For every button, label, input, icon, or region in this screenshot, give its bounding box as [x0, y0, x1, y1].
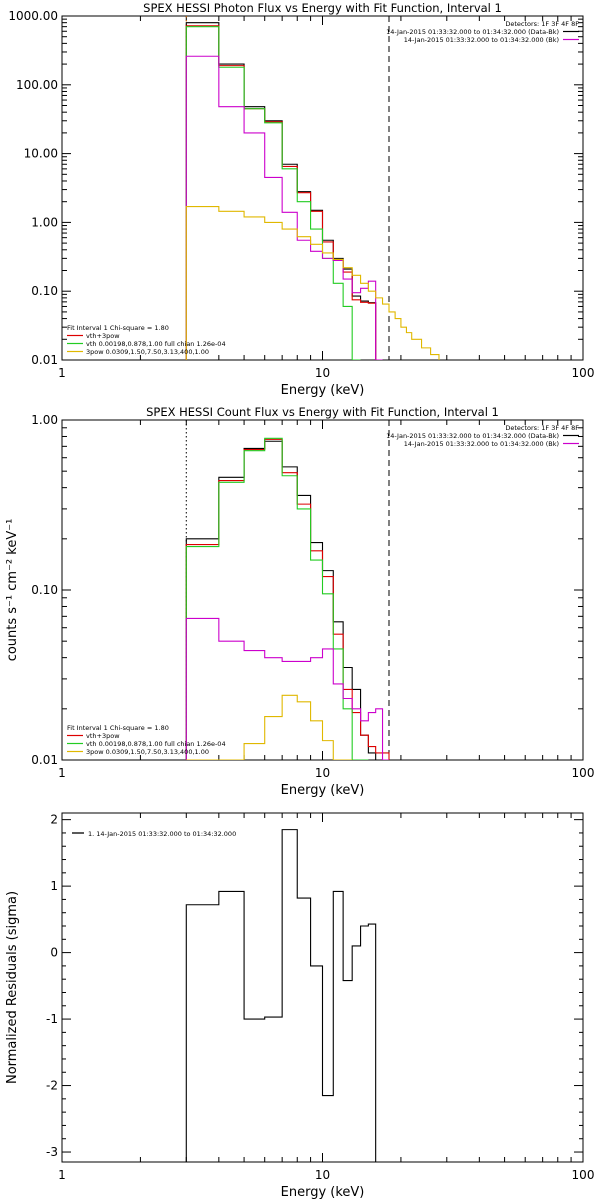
y-tick-label: 0 [50, 946, 58, 960]
x-tick-label: 10 [315, 766, 330, 780]
series-4-step-line [185, 55, 383, 360]
y-tick-label: 0.10 [31, 284, 58, 298]
x-tick-label: 1 [58, 1168, 66, 1182]
x-axis-label: Energy (keV) [281, 383, 365, 398]
series-5-step-line [185, 206, 440, 360]
panel-3: 1 10 100 Energy (keV) -3 -2 -1 0 1 2 Normalized Re… [5, 812, 595, 1200]
y-tick-label: 2 [50, 813, 58, 827]
y-tick-label: 1.00 [31, 413, 58, 427]
y-tick-label: 10.00 [24, 147, 58, 161]
y-tick-label: 0.10 [31, 583, 58, 597]
y-tick-label: 0.01 [31, 753, 58, 767]
legend-bottom-item: vth+3pow [86, 732, 120, 740]
x-tick-label: 10 [315, 366, 330, 380]
legend-bottom-header: Fit Interval 1 Chi-square = 1.80 [67, 724, 169, 732]
chart-title: SPEX HESSI Count Flux vs Energy with Fit… [146, 405, 499, 419]
legend-top-item: 14-Jan-2015 01:33:32.000 to 01:34:32.000… [386, 432, 559, 440]
series-4-step-line [185, 617, 389, 760]
plot-frame [61, 15, 584, 361]
legend-top-header: Detectors: 1F 3F 4F 8F [505, 20, 579, 28]
y-tick-label: 100.00 [16, 78, 58, 92]
y-axis-label: Normalized Residuals (sigma) [5, 891, 20, 1084]
y-tick-label: 1.00 [31, 215, 58, 229]
series-2-step-line [185, 25, 377, 360]
legend-bottom-item: vth+3pow [86, 332, 120, 340]
legend-bottom-item: 3pow 0.0309,1.50,7.50,3.13,400,1.00 [86, 748, 209, 756]
series-1-step-line [185, 22, 377, 360]
x-tick-label: 10 [315, 1168, 330, 1182]
y-tick-label: -1 [46, 1012, 58, 1026]
y-tick-label: -3 [46, 1145, 58, 1159]
x-tick-label: 100 [572, 366, 595, 380]
series-3-step-line [185, 26, 361, 360]
legend-top-header: Detectors: 1F 3F 4F 8F [505, 424, 579, 432]
series-1-step-line [185, 829, 377, 1162]
y-axis-label: counts s⁻¹ cm⁻² keV⁻¹ [5, 519, 20, 662]
legend-bottom-header: Fit Interval 1 Chi-square = 1.80 [67, 324, 169, 332]
y-tick-label: 1000.00 [8, 9, 58, 23]
legend-top-item: 14-Jan-2015 01:33:32.000 to 01:34:32.000… [386, 28, 559, 36]
x-tick-label: 1 [58, 766, 66, 780]
x-axis-label: Energy (keV) [281, 1185, 365, 1200]
series-3-step-line [185, 437, 369, 760]
legend-bottom-item: vth 0.00198,0.878,1.00 full chian 1.26e-… [86, 740, 226, 748]
panel-2: SPEX HESSI Count Flux vs Energy with Fit… [5, 405, 594, 798]
x-tick-label: 100 [572, 1168, 595, 1182]
series-2-step-line [185, 438, 390, 760]
legend-bottom-item: vth 0.00198,0.878,1.00 full chian 1.26e-… [86, 340, 226, 348]
x-tick-label: 1 [58, 366, 66, 380]
legend-top-item: 14-Jan-2015 01:33:32.000 to 01:34:32.000… [404, 36, 559, 44]
legend-top-item: 14-Jan-2015 01:33:32.000 to 01:34:32.000… [404, 440, 559, 448]
y-tick-label: 1 [50, 879, 58, 893]
x-axis-label: Energy (keV) [281, 783, 365, 798]
y-tick-label: 0.01 [31, 353, 58, 367]
legend-top-item: 1. 14-Jan-2015 01:33:32.000 to 01:34:32.… [88, 830, 236, 838]
series-5-step-line [186, 694, 353, 760]
panel-1: SPEX HESSI Photon Flux vs Energy with Fi… [8, 1, 594, 398]
y-tick-label: -2 [46, 1079, 58, 1093]
chart-title: SPEX HESSI Photon Flux vs Energy with Fi… [143, 1, 502, 15]
x-tick-label: 100 [572, 766, 595, 780]
legend-bottom-item: 3pow 0.0309,1.50,7.50,3.13,400,1.00 [86, 348, 209, 356]
